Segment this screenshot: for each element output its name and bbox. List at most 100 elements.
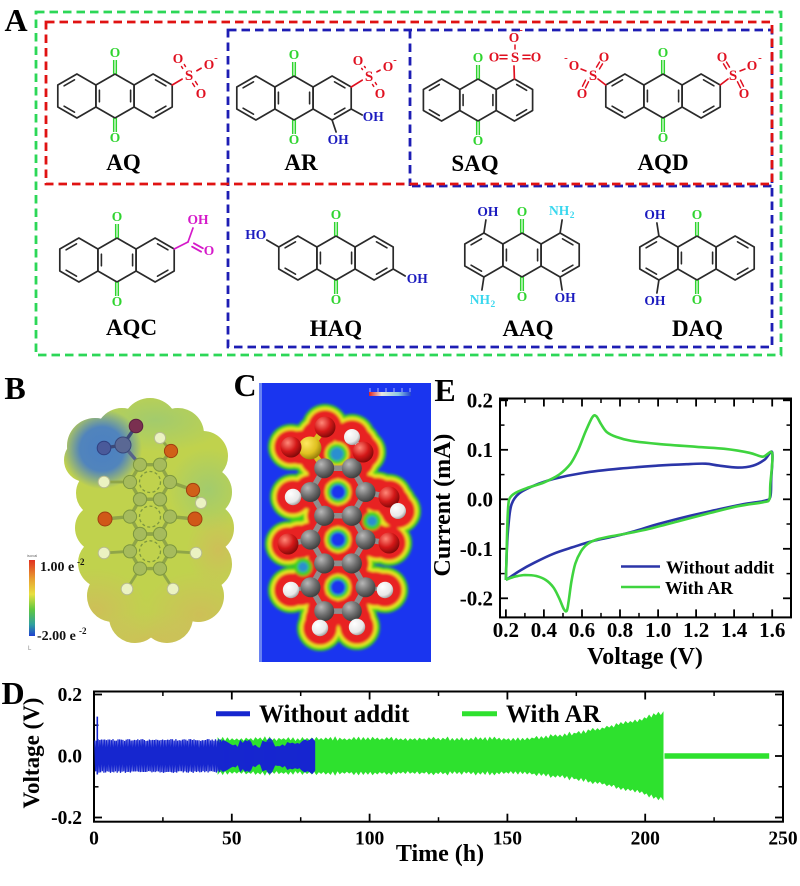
svg-text:-: - [393, 54, 397, 66]
svg-text:OH: OH [555, 290, 577, 305]
svg-text:OH: OH [644, 207, 666, 222]
svg-text:O: O [739, 86, 750, 101]
svg-text:O: O [331, 292, 342, 307]
svg-text:O: O [375, 86, 386, 101]
svg-text:O: O [112, 294, 123, 309]
svg-text:0.8: 0.8 [607, 618, 633, 642]
svg-text:O: O [112, 209, 123, 224]
svg-text:0.1: 0.1 [467, 438, 493, 462]
svg-text:1.0: 1.0 [645, 618, 671, 642]
svg-text:0: 0 [89, 829, 99, 850]
svg-text:-: - [564, 52, 568, 64]
svg-text:E: E [434, 372, 455, 408]
svg-text:0.2: 0.2 [467, 388, 493, 412]
svg-text:O: O [289, 47, 300, 62]
svg-text:B: B [4, 370, 25, 406]
svg-text:1.00 e: 1.00 e [40, 560, 74, 575]
svg-text:S: S [185, 68, 193, 84]
svg-text:-: - [214, 52, 218, 64]
svg-text:-0.2: -0.2 [51, 808, 82, 829]
svg-text:-: - [519, 24, 523, 36]
svg-text:OH: OH [644, 293, 666, 308]
svg-text:With AR: With AR [665, 578, 734, 598]
svg-text:With AR: With AR [506, 701, 602, 728]
svg-text:1.4: 1.4 [721, 618, 748, 642]
svg-text:HAQ: HAQ [310, 316, 362, 341]
svg-text:S: S [729, 68, 737, 84]
svg-text:O: O [577, 86, 588, 101]
svg-text:O: O [204, 57, 215, 72]
svg-text:AQ: AQ [106, 150, 141, 175]
svg-text:Voltage (V): Voltage (V) [587, 644, 703, 670]
svg-text:O: O [110, 45, 121, 60]
svg-text:O: O [747, 58, 758, 73]
svg-text:O: O [110, 130, 121, 145]
svg-text:-2.00 e: -2.00 e [37, 629, 76, 644]
svg-text:2: 2 [570, 211, 575, 221]
svg-text:O: O [599, 50, 610, 65]
svg-text:150: 150 [493, 829, 522, 850]
svg-text:0.4: 0.4 [531, 618, 558, 642]
svg-text:0.2: 0.2 [493, 618, 519, 642]
svg-text:O: O [331, 207, 342, 222]
svg-text:HO: HO [245, 227, 266, 242]
svg-text:Current (mA): Current (mA) [430, 434, 456, 577]
svg-text:O: O [569, 58, 580, 73]
svg-text:O: O [692, 292, 703, 307]
svg-text:200: 200 [631, 829, 660, 850]
svg-text:250: 250 [768, 829, 797, 850]
svg-text:AQD: AQD [637, 150, 688, 175]
svg-text:OH: OH [328, 132, 350, 147]
svg-text:C: C [233, 367, 256, 403]
svg-text:Voltage (V): Voltage (V) [19, 698, 44, 809]
svg-text:S: S [589, 68, 597, 84]
svg-text:-0.1: -0.1 [460, 537, 493, 561]
svg-text:AR: AR [284, 150, 318, 175]
svg-text:S: S [365, 69, 373, 85]
svg-text:100: 100 [355, 829, 384, 850]
svg-text:O: O [196, 86, 207, 101]
svg-text:2: 2 [491, 300, 496, 310]
svg-text:O: O [509, 30, 520, 45]
svg-text:AQC: AQC [106, 315, 157, 340]
svg-text:1.2: 1.2 [683, 618, 709, 642]
svg-text:OH: OH [477, 204, 499, 219]
svg-text:O: O [489, 50, 500, 65]
svg-text:SAQ: SAQ [451, 151, 498, 176]
svg-text:NH: NH [549, 203, 570, 218]
svg-text:-2: -2 [79, 626, 87, 636]
svg-text:0.0: 0.0 [58, 747, 82, 768]
svg-text:Without addit: Without addit [259, 701, 410, 728]
svg-text:-: - [758, 52, 762, 64]
svg-text:50: 50 [222, 829, 242, 850]
svg-text:OH: OH [363, 109, 385, 124]
svg-text:OH: OH [187, 212, 209, 227]
svg-text:O: O [658, 45, 669, 60]
svg-text:0.0: 0.0 [467, 487, 493, 511]
svg-text:O: O [353, 53, 364, 68]
svg-text:-0.2: -0.2 [460, 586, 493, 610]
svg-text:-2: -2 [77, 557, 85, 567]
svg-text:O: O [531, 50, 542, 65]
svg-text:AAQ: AAQ [502, 316, 553, 341]
svg-text:O: O [658, 130, 669, 145]
svg-text:O: O [692, 207, 703, 222]
svg-text:isoval: isoval [27, 553, 37, 558]
svg-text:OH: OH [407, 271, 429, 286]
svg-text:O: O [173, 51, 184, 66]
svg-text:O: O [383, 59, 394, 74]
svg-text:DAQ: DAQ [672, 316, 723, 341]
svg-text:O: O [473, 50, 484, 65]
svg-text:Time (h): Time (h) [396, 841, 484, 867]
svg-text:NH: NH [470, 292, 491, 307]
svg-text:A: A [4, 2, 27, 38]
svg-text:O: O [717, 50, 728, 65]
svg-text:O: O [517, 204, 528, 219]
svg-text:0.6: 0.6 [569, 618, 595, 642]
svg-text:O: O [517, 289, 528, 304]
svg-text:1.6: 1.6 [759, 618, 785, 642]
svg-text:S: S [511, 50, 519, 66]
svg-text:O: O [473, 133, 484, 148]
svg-text:O: O [204, 243, 215, 258]
svg-text:O: O [289, 132, 300, 147]
